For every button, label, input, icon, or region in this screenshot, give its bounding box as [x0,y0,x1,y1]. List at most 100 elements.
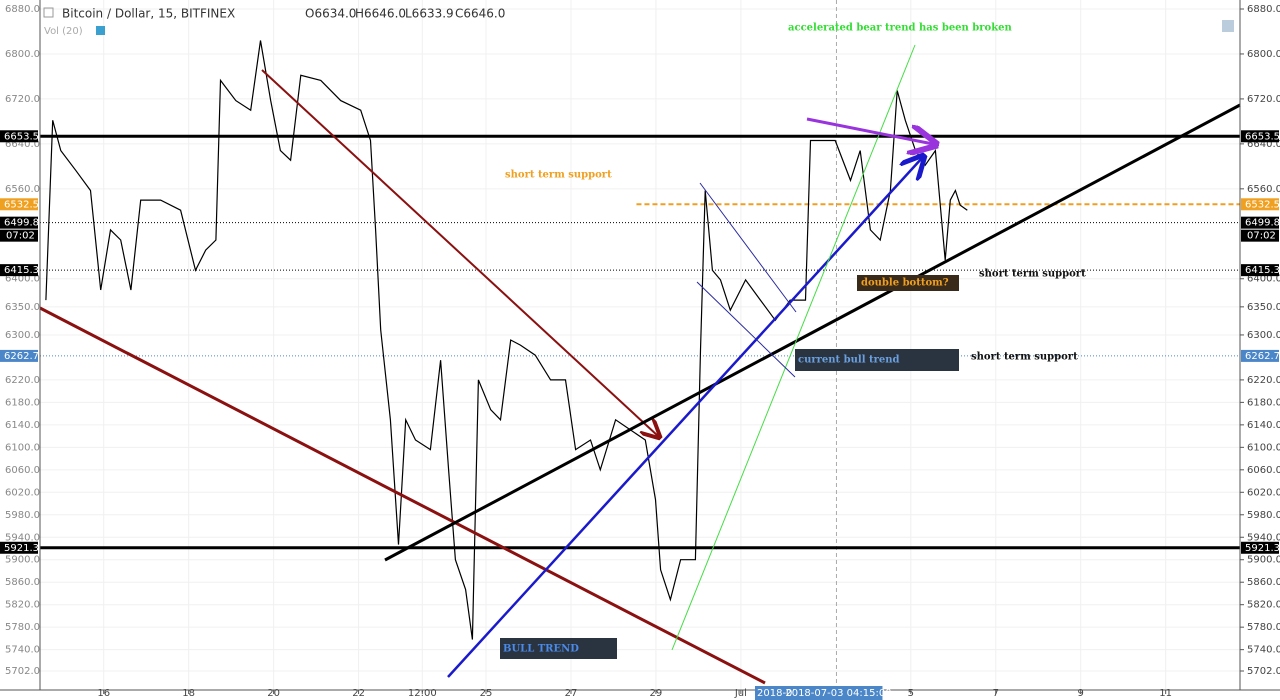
y-tick-label: 6180.0 [1247,397,1280,408]
price-level-box [1241,349,1279,362]
x-tick-label: 20 [267,688,280,699]
crosshair-label-box [794,686,883,700]
x-tick-label: 27 [565,688,578,699]
ohlc-open: O6634.0 [305,7,356,21]
y-tick-label: 6800.0 [5,49,40,60]
price-level-label: 5921.3 [4,543,39,554]
price-level-box [0,216,38,229]
channel-line [696,281,796,378]
symbol: Bitcoin / Dollar, 15, BITFINEX [62,7,235,21]
price-line [45,40,968,640]
volume-label: Vol (20) [44,26,83,37]
countdown: 07:02 [1247,231,1276,242]
y-tick-label: 5940.0 [1247,532,1280,543]
y-tick-label: 6140.0 [5,420,40,431]
annotation: BULL TREND [503,644,579,655]
crosshair-label: 2018-07-03 04:15:00 [785,688,891,699]
countdown-box [0,229,38,242]
ohlc-low: L6633.9 [405,7,454,21]
x-tick-label: 29 [650,688,663,699]
x-tick-label: 18 [182,688,195,699]
bear-trend-line [39,306,766,685]
eye-icon[interactable] [96,26,105,35]
annotation-box [795,349,959,371]
price-level-label: 6262.7 [1245,351,1280,362]
x-tick-label: 16 [97,688,110,699]
x-tick-label: 7 [993,688,999,699]
y-tick-label: 5820.0 [1247,600,1280,611]
price-level-label: 6415.3 [4,265,39,276]
header: Bitcoin / Dollar, 15, BITFINEX O6634.0 H… [43,7,1234,37]
crosshair-label: 2018-07- [757,688,803,699]
price-level-box [1241,541,1279,554]
x-tick-label: 5 [908,688,914,699]
x-tick-label: 12:00 [408,688,437,699]
annotation-box [857,275,959,291]
price-level-label: 6415.3 [1245,265,1280,276]
y-tick-label: 6020.0 [1247,487,1280,498]
y-tick-label: 6300.0 [5,330,40,341]
y-tick-label: 6350.0 [5,302,40,313]
x-tick-label: 11 [1159,688,1172,699]
ohlc-close: C6646.0 [455,7,505,21]
price-level-label: 6532.5 [4,199,39,210]
settings-icon[interactable] [1222,20,1234,32]
y-tick-label: 6880.0 [1247,4,1280,15]
y-tick-label: 5860.0 [5,577,40,588]
annotation-box [500,638,617,659]
annotation: short term support [971,352,1078,363]
collapse-icon[interactable] [43,7,54,18]
price-level-label: 5921.3 [1245,543,1280,554]
x-tick-label: 25 [480,688,493,699]
y-tick-label: 5702.0 [5,666,40,677]
y-tick-label: 5780.0 [5,622,40,633]
y-tick-label: 5980.0 [1247,510,1280,521]
y-tick-label: 6350.0 [1247,302,1280,313]
y-tick-label: 6060.0 [5,465,40,476]
ohlc-high: H6646.0 [355,7,406,21]
y-tick-label: 6180.0 [5,397,40,408]
price-level-box [1241,198,1279,211]
price-level-label: 6499.8 [1245,218,1280,229]
y-tick-label: 6640.0 [5,139,40,150]
y-tick-label: 5780.0 [1247,622,1280,633]
y-tick-label: 6400.0 [5,274,40,285]
y-tick-label: 6720.0 [5,94,40,105]
y-tick-label: 5820.0 [5,600,40,611]
channel-line [699,182,797,313]
y-tick-label: 5940.0 [5,532,40,543]
y-tick-label: 5860.0 [1247,577,1280,588]
price-level-label: 6499.8 [4,218,39,229]
y-tick-label: 5900.0 [1247,555,1280,566]
annotations: accelerated bear trend has been broken s… [500,23,1086,659]
y-tick-label: 6220.0 [5,375,40,386]
price-level-label: 6653.5 [4,131,39,142]
y-tick-label: 6140.0 [1247,420,1280,431]
countdown-box [1241,229,1279,242]
annotation: current bull trend [798,355,899,366]
countdown: 07:02 [6,231,35,242]
price-level-box [1241,216,1279,229]
y-tick-label: 6560.0 [1247,184,1280,195]
x-tick-label: 9 [1078,688,1084,699]
price-level-box [1241,130,1279,143]
price-level-label: 6262.7 [4,351,39,362]
annotation: short term support [979,269,1086,280]
annotation: accelerated bear trend has been broken [788,23,1013,34]
y-tick-label: 6100.0 [1247,442,1280,453]
y-tick-label: 5900.0 [5,555,40,566]
y-tick-label: 5702.0 [1247,666,1280,677]
y-tick-label: 5980.0 [5,510,40,521]
x-tick-label: 22 [352,688,365,699]
y-tick-label: 6880.0 [5,4,40,15]
x-tick-label: Jul [734,688,747,699]
bear-trend-arrow [261,69,658,436]
crosshair-label-box [755,686,795,700]
y-tick-label: 6400.0 [1247,274,1280,285]
annotation: double bottom? [861,278,949,289]
price-level-box [0,541,38,554]
support-trend-line [384,103,1241,562]
price-level-box [0,130,38,143]
y-tick-label: 5740.0 [5,645,40,656]
